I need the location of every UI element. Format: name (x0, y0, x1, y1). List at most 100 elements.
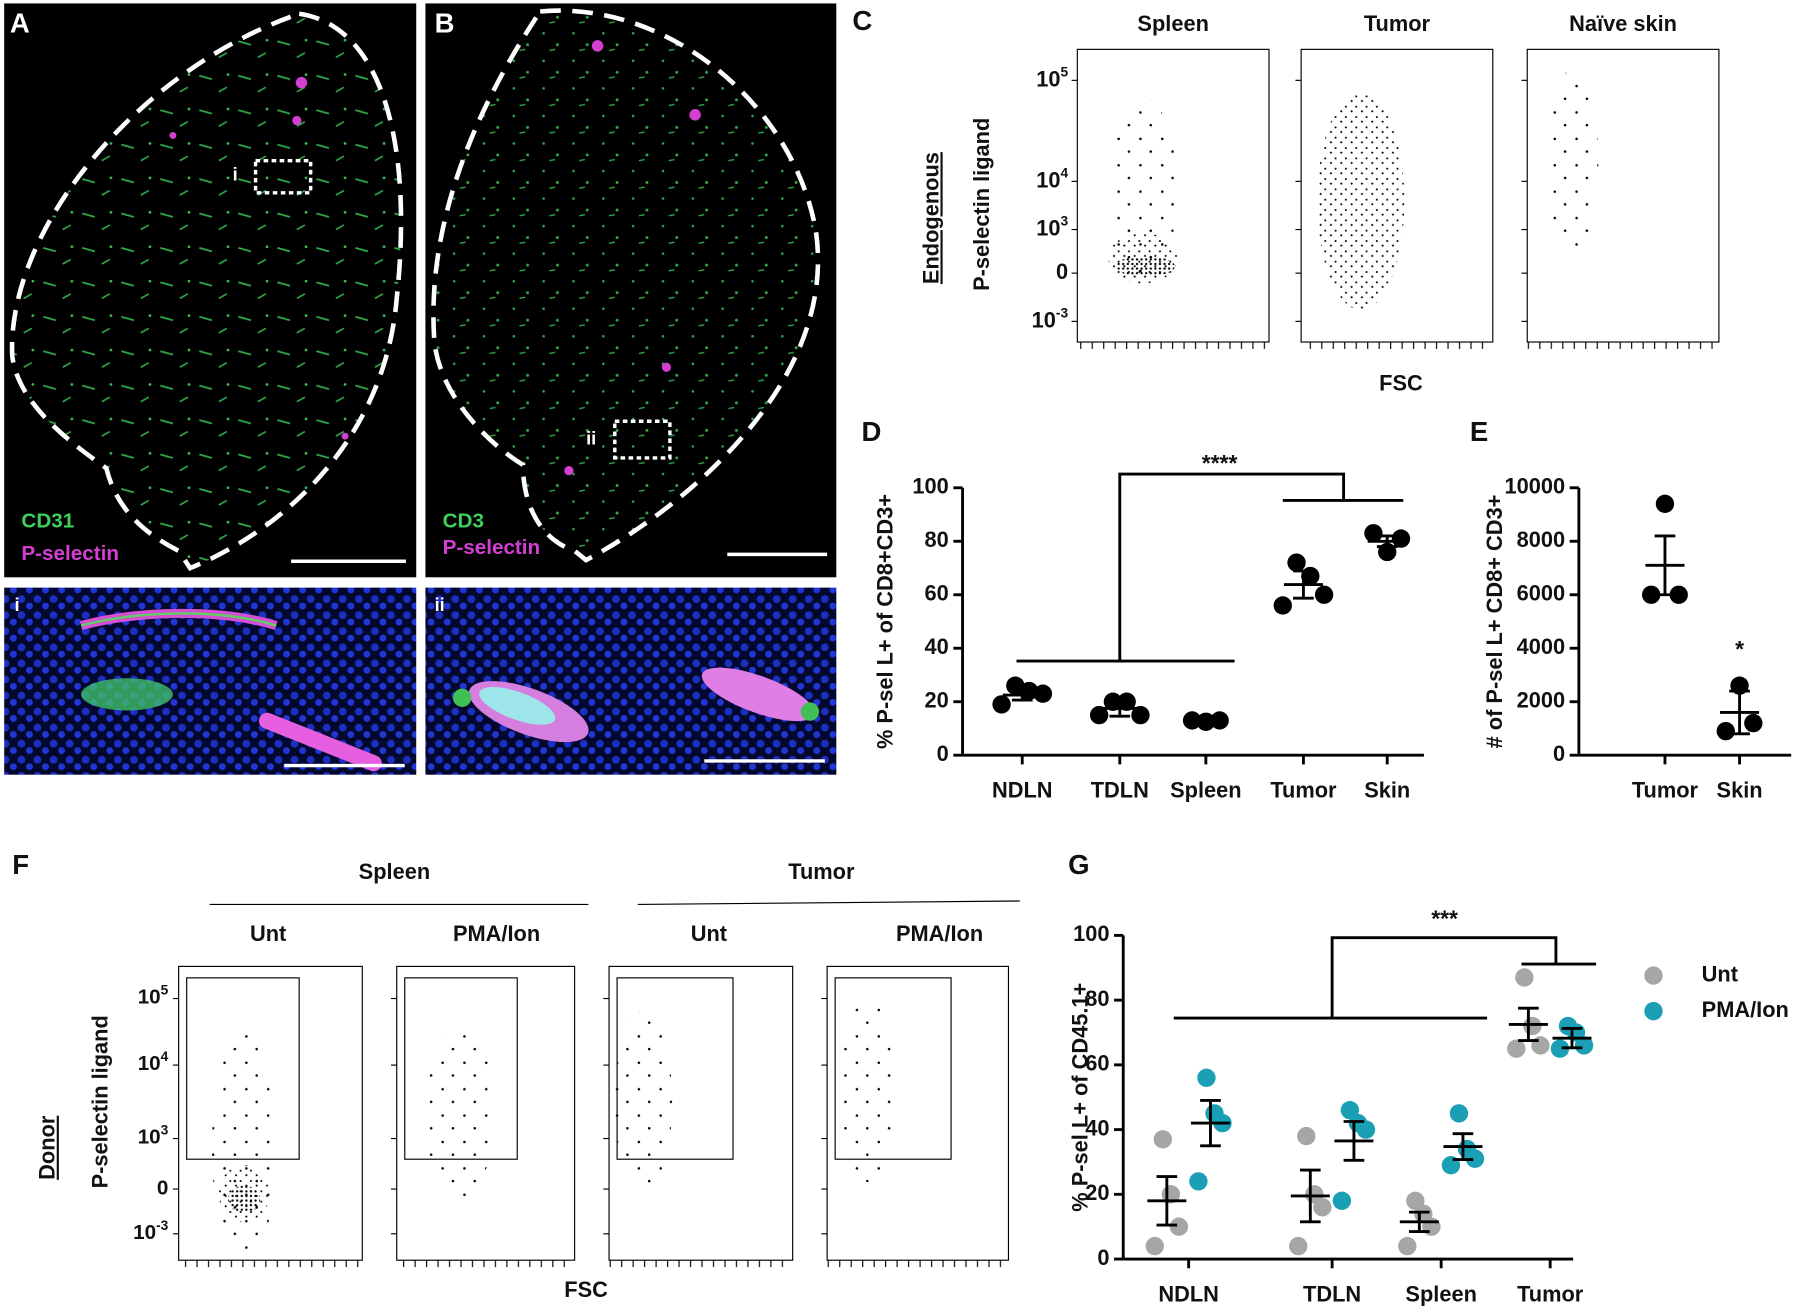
plot-title: Naïve skin (1569, 11, 1677, 36)
tick-exponent: -3 (156, 1217, 169, 1232)
y-tick-label: 60 (925, 581, 949, 606)
tick-base: 10 (138, 1126, 161, 1149)
error-bar (1109, 699, 1131, 718)
plot-title: Tumor (1364, 11, 1431, 36)
y-axis-label: P-selectin ligand (969, 118, 994, 291)
panel-label: D (862, 416, 882, 447)
panel-label: G (1068, 849, 1089, 880)
roi-label: ii (586, 427, 596, 448)
stain-label: P-selectin (21, 542, 119, 565)
y-tick-label: 40 (1085, 1115, 1109, 1140)
minor-ticks (827, 1260, 1009, 1268)
significance-bracket (1173, 936, 1597, 1020)
error-bar (1729, 689, 1750, 736)
data-point (1507, 1039, 1526, 1058)
y-tick-label: 10-3 (133, 1217, 169, 1244)
tick-base: 10 (138, 986, 161, 1009)
minor-ticks (1077, 342, 1269, 349)
gate (404, 977, 518, 1160)
data-point (1642, 585, 1661, 604)
y-tick-label: 0 (1056, 259, 1068, 284)
y-tick-label: 103 (138, 1122, 169, 1149)
data-point (1716, 721, 1735, 741)
data-point (1332, 1191, 1352, 1210)
x-tick-label: Tumor (1517, 1282, 1584, 1307)
data-point (1515, 968, 1534, 987)
data-point (1273, 596, 1292, 615)
x-tick-label: TDLN (1091, 778, 1149, 803)
event-cloud (1115, 255, 1175, 277)
data-point (1287, 553, 1306, 572)
y-tick-label: 10000 (1504, 474, 1565, 499)
data-point (1391, 529, 1411, 548)
error-bar (1343, 1120, 1365, 1162)
data-point (1153, 1130, 1173, 1149)
data-point (1523, 1016, 1542, 1036)
tick-exponent: 5 (1060, 64, 1068, 79)
x-tick-label: Tumor (1632, 778, 1699, 803)
data-point (1449, 1104, 1469, 1123)
error-bar (1654, 534, 1676, 597)
plot-title: Spleen (1137, 11, 1208, 36)
event-cloud (614, 1010, 673, 1194)
error-bar (1011, 688, 1033, 702)
event-cloud (1547, 68, 1599, 253)
y-axis-label: # of P-sel L+ CD8+ CD3+ (1482, 495, 1507, 749)
gate (616, 977, 734, 1160)
data-point (1356, 1120, 1376, 1139)
tick-base: 10 (1036, 215, 1060, 240)
data-point (1313, 1198, 1332, 1217)
stain-label: CD3 (443, 510, 484, 533)
data-point (1197, 1068, 1216, 1087)
tick-base: 10 (1036, 66, 1060, 91)
y-axis-label: % P-sel L+ of CD45.1+ (1068, 983, 1093, 1212)
data-point (1131, 705, 1150, 725)
data-point (1314, 585, 1334, 604)
minor-ticks (1301, 342, 1493, 349)
legend-marker (1644, 966, 1663, 985)
data-point (1574, 1036, 1594, 1055)
data-point (1655, 494, 1675, 514)
x-tick-label: NDLN (992, 778, 1053, 803)
tick-exponent: 4 (1060, 165, 1068, 180)
y-tick-label: 100 (912, 474, 948, 499)
event-cloud (425, 1027, 495, 1200)
tick-exponent: 4 (161, 1049, 169, 1064)
data-point (1398, 1236, 1417, 1256)
data-point (1669, 585, 1688, 604)
tick-exponent: 3 (161, 1122, 169, 1137)
data-point (1550, 1039, 1570, 1058)
data-point (1089, 705, 1109, 725)
tick-exponent: 3 (1060, 213, 1068, 228)
x-tick-label: Skin (1364, 778, 1410, 803)
x-tick-label: NDLN (1158, 1282, 1219, 1307)
x-axis-label: FSC (564, 1277, 608, 1302)
gate (186, 977, 300, 1160)
data-point (1744, 713, 1763, 733)
group-line (637, 900, 1020, 905)
tick-base: 10 (1032, 307, 1056, 332)
y-tick-label: 104 (138, 1049, 169, 1076)
panel-label: C (852, 5, 872, 36)
y-tick-label: 10-3 (1032, 305, 1069, 332)
group-label: Endogenous (918, 152, 943, 284)
x-tick-label: Spleen (1170, 778, 1241, 803)
error-bar (1561, 1027, 1583, 1050)
data-point (1422, 1217, 1441, 1236)
image-b (425, 3, 837, 578)
y-tick-label: 100 (1073, 921, 1109, 946)
significance: * (1735, 636, 1744, 662)
y-tick-label: 105 (1036, 64, 1068, 91)
data-point (1189, 1172, 1208, 1191)
panel-label: F (12, 849, 29, 880)
y-tick-label: 104 (1036, 165, 1068, 192)
tick-base: 10 (138, 1053, 161, 1076)
inset-i (4, 587, 417, 775)
significance: **** (1202, 450, 1238, 476)
error-bar (1518, 1006, 1539, 1043)
inset-ii (425, 587, 837, 775)
y-tick-label: 6000 (1517, 581, 1566, 606)
data-point (992, 695, 1011, 714)
stain-label: P-selectin (443, 536, 541, 559)
x-tick-label: Tumor (1270, 778, 1337, 803)
